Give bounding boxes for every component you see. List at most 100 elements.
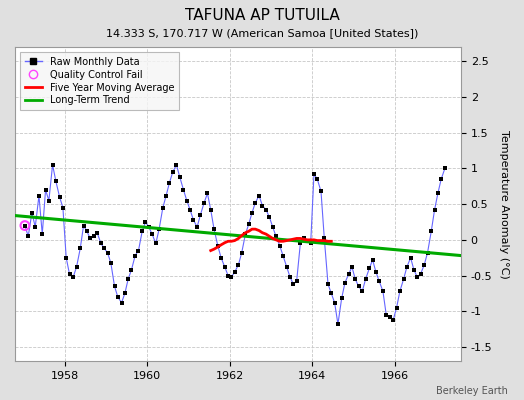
Point — [341, 280, 349, 286]
Point — [268, 224, 277, 230]
Point — [93, 230, 101, 236]
Point — [320, 235, 329, 242]
Point — [286, 274, 294, 280]
Point — [28, 210, 36, 216]
Point — [45, 197, 53, 204]
Point — [35, 192, 43, 199]
Point — [76, 245, 84, 252]
Point — [138, 228, 146, 234]
Point — [59, 204, 67, 211]
Point — [203, 190, 212, 197]
Point — [145, 224, 153, 230]
Point — [179, 187, 188, 193]
Point — [282, 264, 291, 270]
Point — [313, 176, 321, 182]
Point — [206, 207, 215, 213]
Point — [399, 276, 408, 282]
Point — [368, 257, 377, 263]
Point — [317, 188, 325, 194]
Point — [245, 221, 253, 227]
Point — [375, 278, 384, 284]
Point — [331, 300, 339, 306]
Point — [423, 250, 432, 256]
Point — [21, 222, 29, 229]
Point — [299, 235, 308, 242]
Point — [155, 226, 163, 232]
Point — [97, 240, 105, 247]
Point — [327, 290, 335, 297]
Point — [413, 274, 421, 280]
Legend: Raw Monthly Data, Quality Control Fail, Five Year Moving Average, Long-Term Tren: Raw Monthly Data, Quality Control Fail, … — [20, 52, 179, 110]
Point — [48, 162, 57, 168]
Point — [193, 224, 201, 230]
Point — [24, 233, 32, 240]
Point — [224, 272, 232, 279]
Point — [114, 294, 122, 300]
Point — [100, 245, 108, 252]
Point — [134, 247, 143, 254]
Point — [90, 233, 98, 240]
Point — [296, 240, 304, 247]
Text: Berkeley Earth: Berkeley Earth — [436, 386, 508, 396]
Point — [221, 264, 229, 270]
Point — [420, 262, 429, 268]
Point — [410, 267, 418, 273]
Point — [365, 265, 374, 272]
Point — [407, 254, 415, 261]
Point — [344, 271, 353, 277]
Point — [351, 276, 359, 282]
Point — [210, 226, 218, 232]
Point — [159, 204, 167, 211]
Point — [103, 250, 112, 256]
Point — [106, 260, 115, 266]
Point — [310, 171, 318, 177]
Point — [303, 238, 312, 244]
Point — [148, 231, 156, 237]
Point — [169, 169, 177, 175]
Point — [386, 314, 394, 320]
Point — [307, 240, 315, 247]
Point — [56, 194, 64, 200]
Point — [279, 252, 287, 259]
Point — [127, 267, 136, 273]
Point — [131, 252, 139, 259]
Point — [289, 281, 298, 287]
Point — [248, 210, 256, 216]
Point — [66, 271, 74, 277]
Point — [276, 242, 284, 249]
Text: 14.333 S, 170.717 W (American Samoa [United States]): 14.333 S, 170.717 W (American Samoa [Uni… — [106, 28, 418, 38]
Point — [334, 321, 342, 327]
Point — [396, 288, 404, 294]
Point — [41, 187, 50, 193]
Point — [362, 276, 370, 282]
Point — [265, 214, 274, 220]
Point — [217, 254, 225, 261]
Point — [427, 228, 435, 234]
Point — [241, 231, 249, 237]
Point — [255, 192, 263, 199]
Point — [354, 283, 363, 290]
Point — [182, 197, 191, 204]
Point — [337, 295, 346, 302]
Point — [379, 288, 387, 294]
Point — [141, 219, 150, 225]
Point — [165, 180, 173, 186]
Text: TAFUNA AP TUTUILA: TAFUNA AP TUTUILA — [184, 8, 340, 23]
Point — [437, 176, 445, 182]
Point — [176, 174, 184, 180]
Point — [262, 207, 270, 213]
Point — [31, 224, 39, 230]
Point — [231, 269, 239, 275]
Point — [227, 274, 236, 280]
Point — [237, 250, 246, 256]
Point — [162, 192, 170, 199]
Point — [21, 222, 29, 229]
Point — [52, 178, 60, 184]
Point — [69, 274, 78, 280]
Point — [358, 288, 366, 294]
Point — [200, 200, 209, 206]
Point — [324, 281, 332, 287]
Point — [172, 162, 181, 168]
Point — [272, 233, 280, 240]
Point — [62, 254, 70, 261]
